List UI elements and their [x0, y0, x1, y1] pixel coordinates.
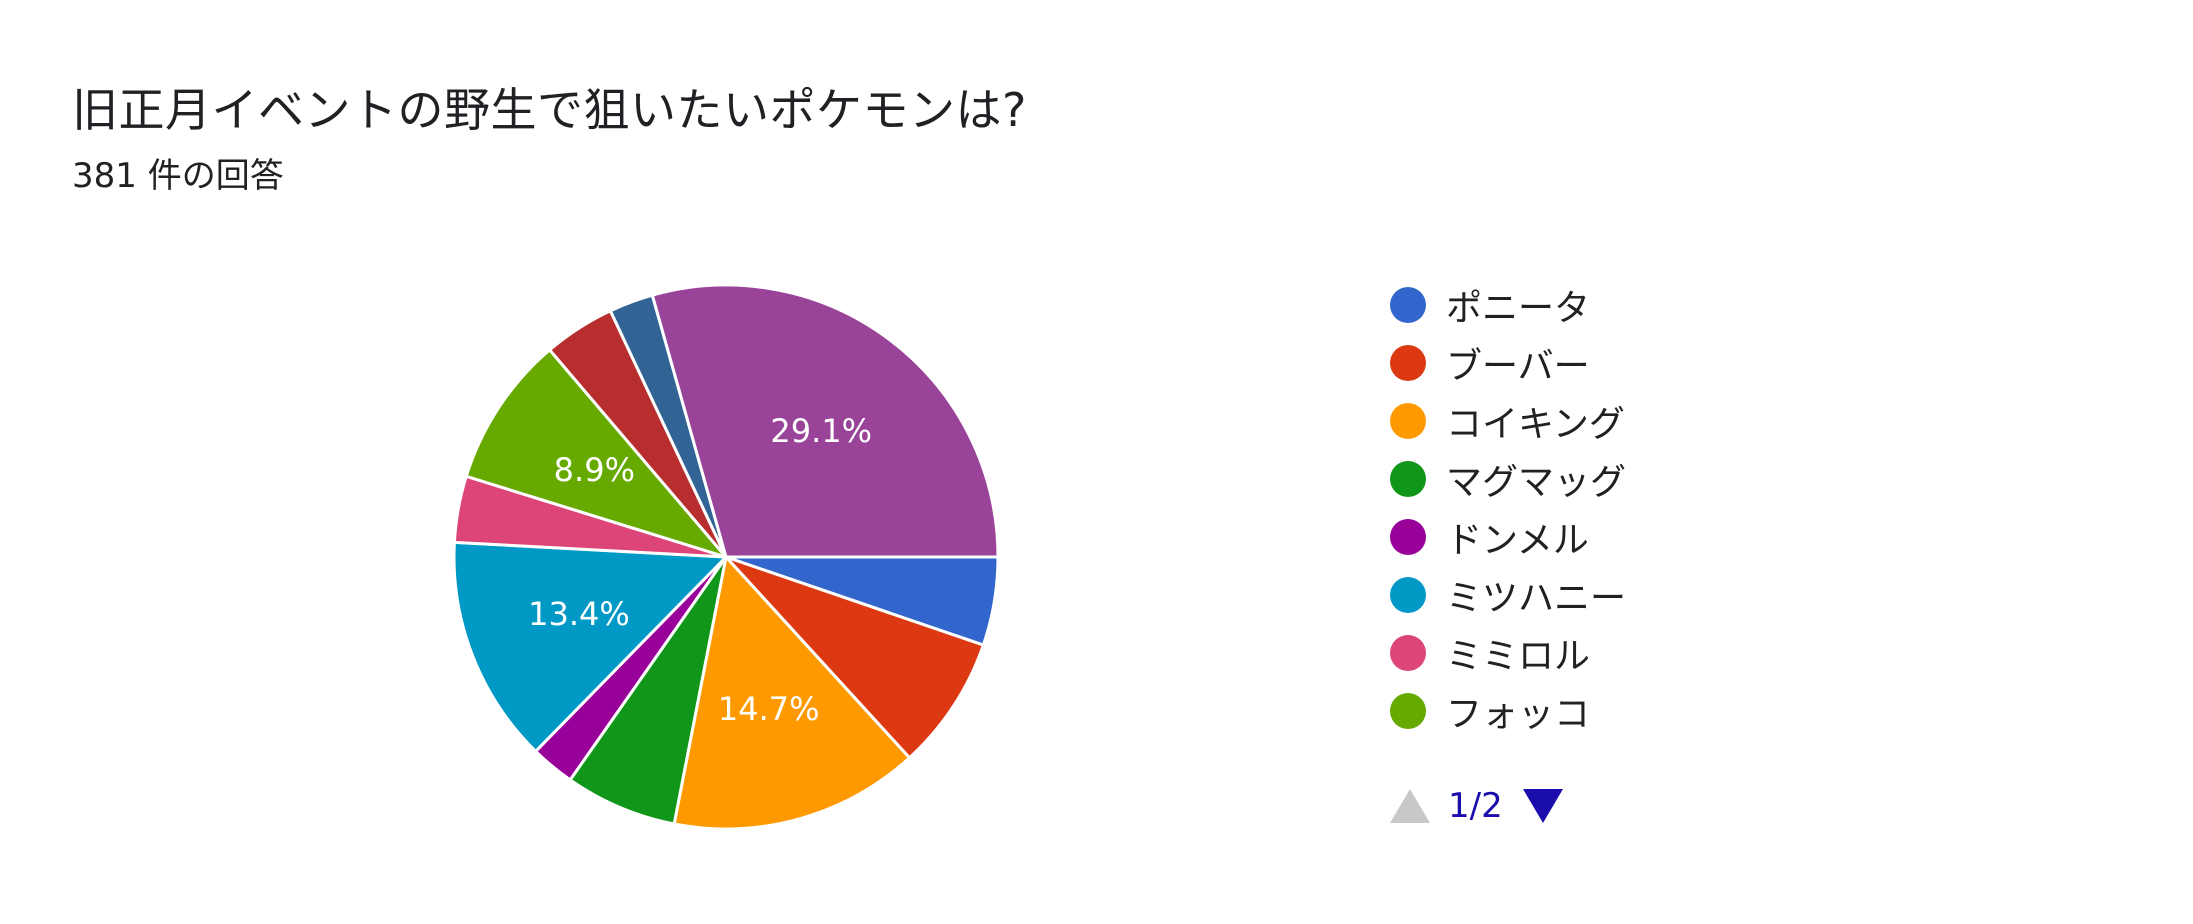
legend-swatch — [1390, 577, 1426, 613]
legend-item: ポニータ — [1390, 276, 1626, 334]
legend-page-indicator: 1/2 — [1448, 786, 1503, 826]
pie-slice — [464, 347, 731, 560]
legend-swatch — [1390, 403, 1426, 439]
legend-label: ポニータ — [1446, 288, 1591, 329]
slice-data-label: 8.9% — [554, 451, 635, 489]
pie-slice — [672, 553, 912, 831]
legend-swatch — [1390, 287, 1426, 323]
triangle-up-icon — [1390, 789, 1430, 823]
slice-data-label: 14.7% — [718, 690, 820, 728]
legend-swatch — [1390, 461, 1426, 497]
slice-data-label: 13.4% — [528, 595, 630, 633]
legend-swatch — [1390, 519, 1426, 555]
legend-label: コイキング — [1446, 404, 1625, 445]
response-count: 381 件の回答 — [72, 156, 284, 196]
chart-legend: ポニータブーバーコイキングマグマッグドンメルミツハニーミミロルフォッコ — [1390, 276, 1626, 740]
chart-title: 旧正月イベントの野生で狙いたいポケモンは? — [72, 83, 1027, 137]
legend-label: フォッコ — [1446, 694, 1591, 735]
triangle-down-icon[interactable] — [1522, 789, 1563, 823]
legend-item: フォッコ — [1390, 682, 1626, 740]
legend-label: ミツハニー — [1446, 578, 1627, 619]
legend-label: ドンメル — [1446, 520, 1589, 561]
pie-slice — [568, 556, 728, 826]
legend-item: マグマッグ — [1390, 450, 1626, 508]
legend-item: ブーバー — [1390, 334, 1626, 392]
pie-slice — [650, 283, 1000, 559]
legend-item: ミミロル — [1390, 624, 1626, 682]
legend-swatch — [1390, 693, 1426, 729]
slice-data-label: 29.1% — [770, 412, 872, 450]
legend-label: ブーバー — [1446, 346, 1590, 387]
legend-label: ミミロル — [1446, 636, 1591, 677]
pie-slice — [724, 555, 986, 760]
legend-item: ミツハニー — [1390, 566, 1626, 624]
pie-slice — [452, 540, 730, 754]
legend-item: コイキング — [1390, 392, 1626, 450]
legend-swatch — [1390, 345, 1426, 381]
legend-item: ドンメル — [1390, 508, 1626, 566]
legend-label: マグマッグ — [1446, 462, 1627, 503]
legend-swatch — [1390, 635, 1426, 671]
legend-pager: 1/2 — [1390, 786, 1563, 826]
